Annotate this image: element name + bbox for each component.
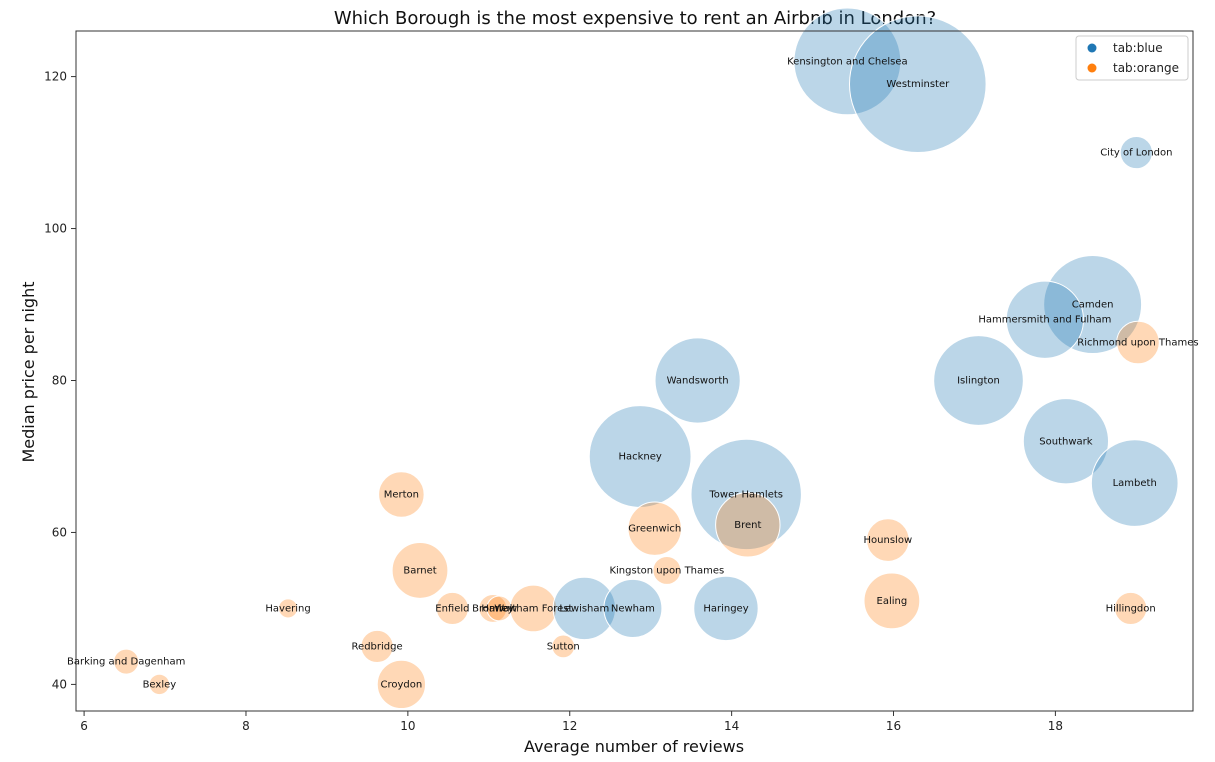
bubble-label-wandsworth: Wandsworth [667,375,729,386]
bubble-label-lambeth: Lambeth [1113,478,1157,489]
bubble-label-greenwich: Greenwich [628,524,681,535]
plot-frame [75,30,1194,712]
bubble-label-bromley: Bromley [472,603,514,614]
y-axis-title: Median price per night [19,281,38,462]
chart-title: Which Borough is the most expensive to r… [334,8,936,29]
bubble-lewisham [552,576,616,641]
legend-label-orange: tab:orange [1113,61,1179,75]
x-tick-label: 10 [400,719,415,733]
bubble-hackney [588,405,692,508]
bubble-bexley [148,673,171,696]
bubble-sutton [551,634,576,659]
bubble-redbridge [360,629,394,664]
bubble-label-barnet: Barnet [403,565,436,576]
bubble-hammersmith-and-fulham [1005,280,1084,359]
bubble-label-brent: Brent [734,520,761,531]
bubble-label-merton: Merton [384,489,419,500]
bubble-camden [1043,255,1143,354]
bubble-label-city-of-london: City of London [1100,148,1172,159]
bubble-islington [933,335,1024,426]
bubble-label-hammersmith-and-fulham: Hammersmith and Fulham [978,315,1111,326]
x-axis-title: Average number of reviews [524,737,744,756]
bubble-label-hounslow: Hounslow [864,535,913,546]
bubbles-layer [113,7,1179,710]
bubble-newham [603,578,663,638]
bubble-label-islington: Islington [957,375,1000,386]
bubble-wandsworth [654,337,741,424]
bubble-southwark [1022,398,1110,485]
bubble-label-richmond-upon-thames: Richmond upon Thames [1077,338,1198,349]
y-axis: 40 60 80 100 120 [44,70,76,691]
bubble-havering [278,598,299,619]
bubble-label-kingston-upon-thames: Kingston upon Thames [609,565,724,576]
bubble-merton [378,471,425,518]
y-tick-label: 80 [52,373,67,387]
bubble-barnet [391,542,449,599]
bubble-label-newham: Newham [611,603,655,614]
bubble-label-camden: Camden [1072,300,1114,311]
legend-box [1075,35,1189,81]
bubble-waltham-forest [509,584,558,633]
x-tick-label: 8 [242,719,250,733]
bubble-lambeth [1090,439,1179,527]
bubble-hounslow [866,518,910,562]
bubble-bromley [478,593,508,623]
legend-label-blue: tab:blue [1113,41,1163,55]
bubble-label-hackney: Hackney [618,451,661,462]
bubble-label-enfield: Enfield [435,603,469,614]
bubble-label-sutton: Sutton [547,641,580,652]
x-tick-label: 6 [80,719,88,733]
bubble-city-of-london [1119,135,1153,170]
bubble-croydon [376,659,427,710]
y-tick-label: 60 [52,525,67,539]
bubble-label-westminster: Westminster [886,79,950,90]
legend: tab:blue tab:orange [1075,35,1189,81]
bubble-label-croydon: Croydon [381,679,423,690]
bubble-label-barking-and-dagenham: Barking and Dagenham [67,657,185,668]
bubble-label-harrow: Harrow [481,603,517,614]
legend-marker-blue [1087,43,1097,53]
bubble-haringey [693,575,759,642]
bubble-label-kensington-and-chelsea: Kensington and Chelsea [787,56,908,67]
x-axis: 6 8 10 12 14 16 18 [80,711,1063,733]
bubble-ealing [863,572,921,630]
bubble-richmond-upon-thames [1116,320,1160,365]
y-tick-label: 40 [52,677,67,691]
bubble-brent [715,492,781,558]
bubble-label-havering: Havering [265,603,310,614]
bubble-kingston-upon-thames [652,555,682,585]
x-tick-label: 18 [1048,719,1063,733]
bubble-label-bexley: Bexley [143,679,177,690]
bubble-label-redbridge: Redbridge [352,641,403,652]
bubble-kensington-and-chelsea [793,7,902,116]
bubble-tower-hamlets [690,438,802,551]
bubble-labels-layer: Kensington and Chelsea Westminster City of… [67,56,1199,690]
bubble-harrow [486,595,513,622]
y-tick-label: 120 [44,70,67,84]
bubble-label-haringey: Haringey [703,603,748,614]
x-tick-label: 16 [886,719,901,733]
x-tick-label: 12 [562,719,577,733]
bubble-label-waltham-forest: Waltham Forest [494,603,572,614]
bubble-label-tower-hamlets: Tower Hamlets [708,489,783,500]
x-tick-label: 14 [724,719,739,733]
bubble-label-southwark: Southwark [1039,436,1092,447]
legend-marker-orange [1087,63,1097,73]
bubble-hillingdon [1114,591,1148,626]
bubble-westminster [848,15,987,153]
y-tick-label: 100 [44,222,67,236]
bubble-label-ealing: Ealing [877,596,908,607]
bubble-enfield [435,591,469,626]
bubble-label-lewisham: Lewisham [559,603,609,614]
bubble-barking-and-dagenham [113,648,140,675]
bubble-label-hillingdon: Hillingdon [1106,603,1156,614]
bubble-greenwich [627,501,682,556]
